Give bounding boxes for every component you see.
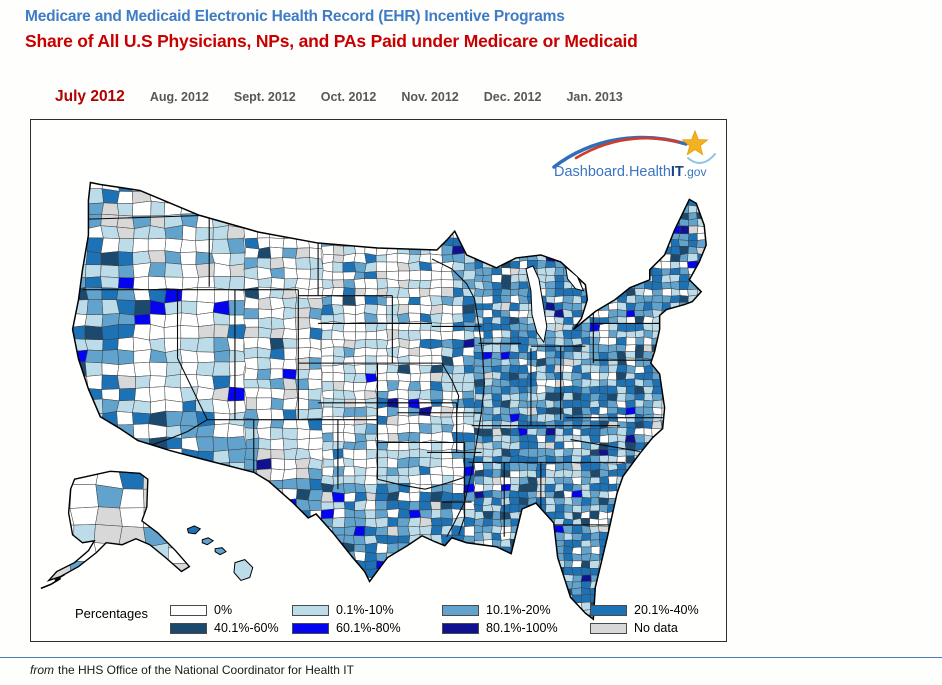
tab-oct-2012[interactable]: Oct. 2012 [320, 90, 377, 104]
footer-prefix: from [30, 663, 54, 677]
svg-text:Dashboard.HealthIT.gov: Dashboard.HealthIT.gov [554, 164, 706, 180]
legend-label: No data [634, 621, 678, 635]
legend-label: 40.1%-60% [214, 621, 279, 635]
tab-aug-2012[interactable]: Aug. 2012 [149, 90, 209, 104]
month-tabs: July 2012 Aug. 2012 Sept. 2012 Oct. 2012 Nov… [55, 88, 623, 106]
legend-grid: 0% 0.1%-10% 10.1%-20% 20.1%-40% 40.1%-60% 60.… [170, 603, 728, 635]
county-cells-lower48 [72, 182, 707, 620]
legend-swatch [292, 622, 329, 634]
star-icon [681, 129, 709, 156]
legend-item: No data [590, 621, 728, 635]
logo-text-gov: .gov [684, 165, 707, 179]
legend-swatch [170, 622, 207, 634]
legend-label: 10.1%-20% [486, 603, 551, 617]
tab-nov-2012[interactable]: Nov. 2012 [401, 90, 459, 104]
map-panel: Dashboard.HealthIT.gov Percentages 0% 0.1… [30, 119, 727, 642]
legend-item: 20.1%-40% [590, 603, 728, 617]
footer-divider [0, 657, 942, 658]
logo-text-main: Dashboard.Health [554, 164, 671, 180]
state-borders [82, 187, 665, 538]
legend-item: 0% [170, 603, 292, 617]
legend-label: 0% [214, 603, 233, 617]
footer-source: the HHS Office of the National Coordinat… [58, 663, 354, 677]
legend-item: 40.1%-60% [170, 621, 292, 635]
legend-title: Percentages [75, 606, 148, 621]
legend-item: 80.1%-100% [442, 621, 590, 635]
legend-item: 0.1%-10% [292, 603, 442, 617]
legend-label: 0.1%-10% [336, 603, 394, 617]
tab-dec-2012[interactable]: Dec. 2012 [483, 90, 542, 104]
page-subtitle: Share of All U.S Physicians, NPs, and PA… [25, 31, 638, 51]
tab-jan-2013[interactable]: Jan. 2013 [566, 90, 623, 104]
dashboard-healthit-logo: Dashboard.HealthIT.gov [552, 129, 716, 180]
footer-attribution: from the HHS Office of the National Coord… [30, 663, 354, 677]
legend-swatch [292, 604, 329, 616]
legend-item: 60.1%-80% [292, 621, 442, 635]
hawaii-islands [186, 525, 254, 582]
us-choropleth-map [40, 181, 707, 621]
page-title: Medicare and Medicaid Electronic Health … [25, 8, 565, 25]
legend-swatch [590, 622, 627, 634]
logo-swoosh-tail [687, 153, 716, 164]
legend-label: 20.1%-40% [634, 603, 699, 617]
tab-sept-2012[interactable]: Sept. 2012 [233, 90, 296, 104]
aleutian-islands [40, 573, 66, 590]
legend-swatch [442, 604, 479, 616]
lake-huron [564, 265, 585, 292]
legend-label: 60.1%-80% [336, 621, 401, 635]
legend-swatch [442, 622, 479, 634]
logo-text-it: IT [671, 164, 684, 180]
alaska-outline [46, 470, 191, 582]
legend-swatch [170, 604, 207, 616]
legend-label: 80.1%-100% [486, 621, 558, 635]
legend-item: 10.1%-20% [442, 603, 590, 617]
county-cells-alaska [48, 471, 190, 581]
logo-swoosh-red [574, 136, 681, 160]
map-legend: Percentages 0% 0.1%-10% 10.1%-20% 20.1%-40%… [75, 603, 728, 635]
lake-michigan [525, 265, 548, 344]
tab-july-2012[interactable]: July 2012 [55, 88, 125, 105]
legend-swatch [590, 604, 627, 616]
